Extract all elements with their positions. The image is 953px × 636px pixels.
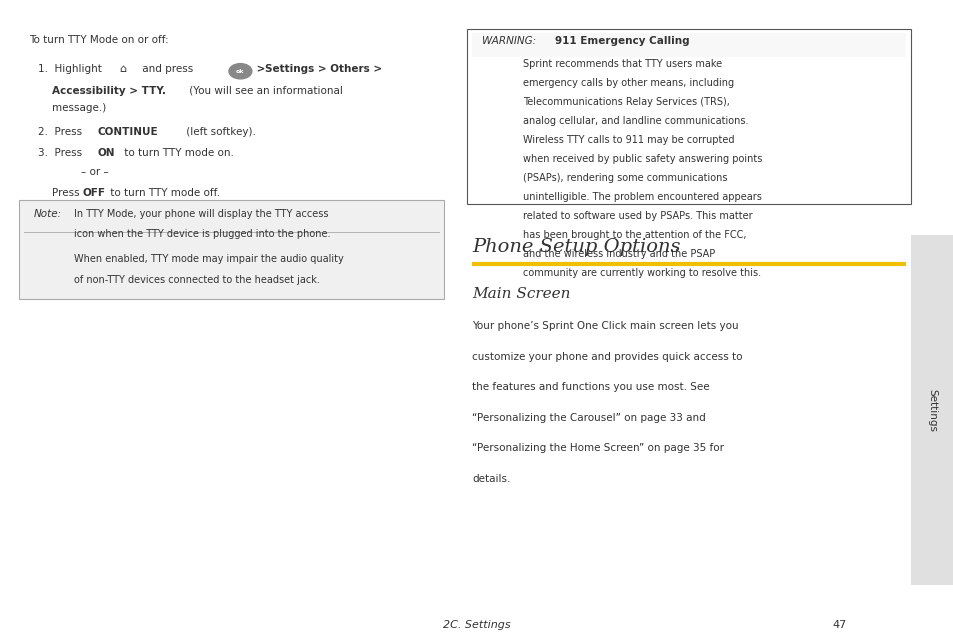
Text: Settings > Others >: Settings > Others >: [265, 64, 382, 74]
Text: when received by public safety answering points: when received by public safety answering…: [522, 154, 761, 164]
Circle shape: [229, 64, 252, 79]
Text: OFF: OFF: [82, 188, 105, 198]
Text: (You will see an informational: (You will see an informational: [186, 86, 342, 96]
Text: unintelligible. The problem encountered appears: unintelligible. The problem encountered …: [522, 192, 760, 202]
Text: related to software used by PSAPs. This matter: related to software used by PSAPs. This …: [522, 211, 752, 221]
Text: to turn TTY mode off.: to turn TTY mode off.: [107, 188, 219, 198]
Text: Phone Setup Options: Phone Setup Options: [472, 238, 680, 256]
FancyBboxPatch shape: [472, 33, 905, 57]
Text: Accessibility > TTY.: Accessibility > TTY.: [52, 86, 166, 96]
Text: When enabled, TTY mode may impair the audio quality: When enabled, TTY mode may impair the au…: [74, 254, 344, 265]
Text: ⌂: ⌂: [119, 64, 126, 74]
Text: 911 Emergency Calling: 911 Emergency Calling: [555, 36, 689, 46]
Text: Sprint recommends that TTY users make: Sprint recommends that TTY users make: [522, 59, 721, 69]
Text: Your phone’s Sprint One Click main screen lets you: Your phone’s Sprint One Click main scree…: [472, 321, 738, 331]
Text: customize your phone and provides quick access to: customize your phone and provides quick …: [472, 352, 742, 362]
Text: Telecommunications Relay Services (TRS),: Telecommunications Relay Services (TRS),: [522, 97, 729, 107]
Text: 47: 47: [832, 619, 845, 630]
Text: In TTY Mode, your phone will display the TTY access: In TTY Mode, your phone will display the…: [74, 209, 329, 219]
Text: ON: ON: [97, 148, 114, 158]
Text: To turn TTY Mode on or off:: To turn TTY Mode on or off:: [29, 35, 168, 45]
Text: message.): message.): [52, 103, 107, 113]
Text: 1.  Highlight: 1. Highlight: [38, 64, 105, 74]
FancyBboxPatch shape: [467, 29, 910, 204]
Text: has been brought to the attention of the FCC,: has been brought to the attention of the…: [522, 230, 745, 240]
Text: Settings: Settings: [926, 389, 936, 432]
Text: “Personalizing the Home Screen” on page 35 for: “Personalizing the Home Screen” on page …: [472, 443, 723, 453]
Text: “Personalizing the Carousel” on page 33 and: “Personalizing the Carousel” on page 33 …: [472, 413, 705, 423]
Text: CONTINUE: CONTINUE: [97, 127, 158, 137]
Text: (PSAPs), rendering some communications: (PSAPs), rendering some communications: [522, 173, 726, 183]
Text: community are currently working to resolve this.: community are currently working to resol…: [522, 268, 760, 279]
Text: WARNING:: WARNING:: [481, 36, 536, 46]
Text: – or –: – or –: [81, 167, 109, 177]
Text: details.: details.: [472, 474, 510, 484]
Text: analog cellular, and landline communications.: analog cellular, and landline communicat…: [522, 116, 747, 126]
Text: ok: ok: [236, 69, 244, 74]
Text: >: >: [253, 64, 269, 74]
Text: Press: Press: [52, 188, 83, 198]
Text: 2.  Press: 2. Press: [38, 127, 86, 137]
Text: Main Screen: Main Screen: [472, 287, 570, 301]
Text: to turn TTY mode on.: to turn TTY mode on.: [121, 148, 233, 158]
Text: emergency calls by other means, including: emergency calls by other means, includin…: [522, 78, 733, 88]
Text: Note:: Note:: [33, 209, 61, 219]
Text: of non-TTY devices connected to the headset jack.: of non-TTY devices connected to the head…: [74, 275, 320, 285]
Text: 3.  Press: 3. Press: [38, 148, 86, 158]
Text: and the wireless industry and the PSAP: and the wireless industry and the PSAP: [522, 249, 715, 259]
FancyBboxPatch shape: [910, 235, 953, 585]
Text: and press: and press: [139, 64, 196, 74]
Text: the features and functions you use most. See: the features and functions you use most.…: [472, 382, 709, 392]
Text: 2C. Settings: 2C. Settings: [443, 619, 510, 630]
Text: Wireless TTY calls to 911 may be corrupted: Wireless TTY calls to 911 may be corrupt…: [522, 135, 734, 145]
Text: (left softkey).: (left softkey).: [183, 127, 255, 137]
Text: icon when the TTY device is plugged into the phone.: icon when the TTY device is plugged into…: [74, 229, 331, 239]
FancyBboxPatch shape: [19, 200, 443, 299]
